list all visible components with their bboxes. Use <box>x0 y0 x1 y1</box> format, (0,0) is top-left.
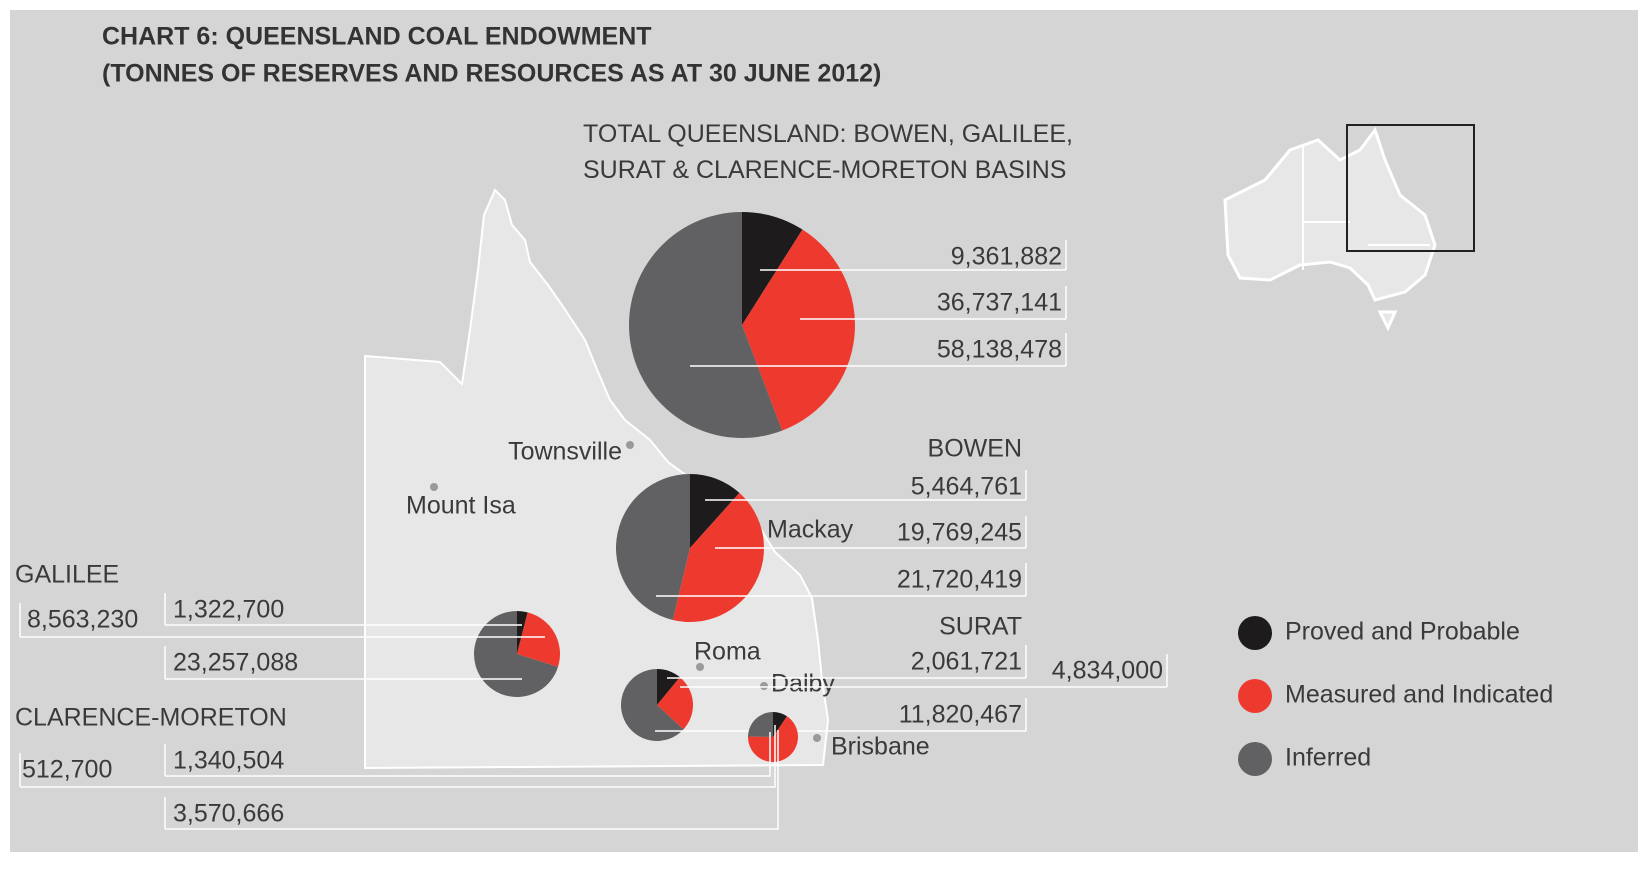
australia-inset <box>1223 126 1437 332</box>
pie-slice <box>616 474 690 620</box>
pie-slice <box>690 474 740 548</box>
value-label: 5,464,761 <box>911 473 1022 501</box>
pie-slice <box>474 611 559 697</box>
place-dot <box>430 483 438 491</box>
place-label: Townsville <box>508 438 622 466</box>
pie-slice <box>742 229 855 431</box>
pie-slice <box>517 612 560 667</box>
value-label: 1,322,700 <box>173 596 284 624</box>
place-dot <box>626 441 634 449</box>
leader-line <box>165 730 779 830</box>
chart-subtitle: (TONNES OF RESERVES AND RESOURCES AS AT … <box>102 60 881 88</box>
pie-slice <box>657 677 693 730</box>
value-label: 4,834,000 <box>1052 657 1163 685</box>
value-label: 21,720,419 <box>897 566 1022 594</box>
legend-swatch <box>1238 679 1272 713</box>
pie-slice <box>748 716 799 762</box>
leader-line <box>165 732 771 777</box>
value-label: 58,138,478 <box>937 336 1062 364</box>
value-label: 2,061,721 <box>911 648 1022 676</box>
pie-title: BOWEN <box>928 435 1022 463</box>
value-label: 8,563,230 <box>27 606 138 634</box>
legend-label: Inferred <box>1285 744 1371 772</box>
value-label: 36,737,141 <box>937 289 1062 317</box>
state-borders <box>1302 145 1430 270</box>
pie-slice <box>621 669 684 741</box>
place-label: Dalby <box>771 670 835 698</box>
pie-slice <box>629 212 783 438</box>
legend-swatch <box>1238 616 1272 650</box>
queensland-map <box>364 188 830 770</box>
pie-title: GALILEE <box>15 561 119 589</box>
place-label: Roma <box>694 638 761 666</box>
place-label: Brisbane <box>831 733 930 761</box>
legend-swatch <box>1238 742 1272 776</box>
value-label: 512,700 <box>22 756 112 784</box>
pie-slice <box>517 611 528 654</box>
inset-highlight-box <box>1346 124 1475 252</box>
pie-slice <box>773 712 787 737</box>
pie-title: TOTAL QUEENSLAND: BOWEN, GALILEE, SURAT &… <box>583 120 1073 184</box>
place-label: Mackay <box>767 516 854 544</box>
place-dot <box>760 682 768 690</box>
place-dot <box>813 734 821 742</box>
legend-label: Measured and Indicated <box>1285 681 1553 709</box>
pie-title: SURAT <box>939 613 1022 641</box>
place-dot <box>696 663 704 671</box>
value-label: 1,340,504 <box>173 747 284 775</box>
pie-slice <box>672 492 764 622</box>
pie-title: CLARENCE-MORETON <box>15 704 287 732</box>
leader-line <box>20 725 776 788</box>
value-label: 23,257,088 <box>173 649 298 677</box>
legend-label: Proved and Probable <box>1285 618 1520 646</box>
chart-title: CHART 6: QUEENSLAND COAL ENDOWMENT <box>102 23 652 51</box>
value-label: 19,769,245 <box>897 519 1022 547</box>
value-label: 11,820,467 <box>899 701 1022 729</box>
value-label: 3,570,666 <box>173 800 284 828</box>
value-label: 9,361,882 <box>951 243 1062 271</box>
pie-slice <box>748 712 773 737</box>
place-label: Mount Isa <box>406 492 516 520</box>
pie-slice <box>742 212 803 325</box>
